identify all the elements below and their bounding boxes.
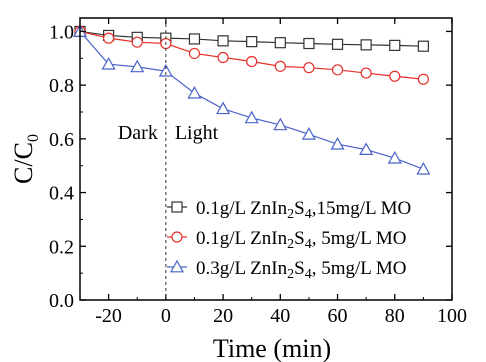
x-tick-label: -20 [95,305,122,327]
data-point [244,110,259,124]
x-tick-label: 20 [213,305,233,327]
legend-marker [171,201,183,213]
y-tick-label: 1.0 [49,21,74,43]
data-point [303,62,315,74]
legend-marker [171,231,183,243]
y-tick-label: 0.8 [49,75,74,97]
dark-annotation: Dark [118,122,158,144]
data-point [359,142,374,155]
data-point [274,37,286,49]
data-point [360,39,372,51]
data-point [331,38,344,50]
x-tick-label: 80 [385,305,405,327]
data-point [331,64,344,76]
data-point [158,63,173,77]
y-tick-label: 0.6 [49,129,74,151]
x-tick-label: 0 [161,305,171,327]
data-point [131,36,143,48]
data-point [246,36,258,48]
legend-marker [169,259,185,273]
legend-label: 0.1g/L ZnIn2S4, 5mg/L MO [196,228,407,252]
data-point [274,60,286,72]
data-point [188,47,201,60]
y-tick-label: 0.2 [49,236,74,258]
data-point [217,35,229,47]
data-point [216,101,231,115]
data-point [303,37,315,50]
data-point [101,56,116,70]
plot-frame [79,17,453,301]
data-point [301,127,316,140]
data-point [417,73,429,85]
data-point [188,33,201,45]
data-point [187,85,202,99]
data-point [387,150,402,164]
data-point [417,40,429,52]
legend-label: 0.1g/L ZnIn2S4,15mg/L MO [196,198,411,222]
data-point [389,70,401,82]
data-point [217,51,229,64]
legend-label: 0.3g/L ZnIn2S4, 5mg/L MO [196,258,407,282]
data-point [130,59,145,73]
x-tick-label: 40 [270,305,290,327]
data-point [389,39,401,51]
x-axis-title: Time (min) [213,334,331,362]
data-point [330,136,345,150]
x-tick-label: 60 [328,305,348,327]
data-point [273,117,288,131]
data-point [416,161,431,175]
series-line [79,31,424,170]
y-tick-label: 0.4 [49,183,74,205]
y-tick-label: 0.0 [49,290,74,312]
data-point [103,32,115,44]
x-tick-label: 100 [437,305,467,327]
data-point [246,55,258,68]
y-axis-title: C/C0 [9,134,42,184]
light-annotation: Light [175,122,219,144]
data-point [360,67,372,79]
